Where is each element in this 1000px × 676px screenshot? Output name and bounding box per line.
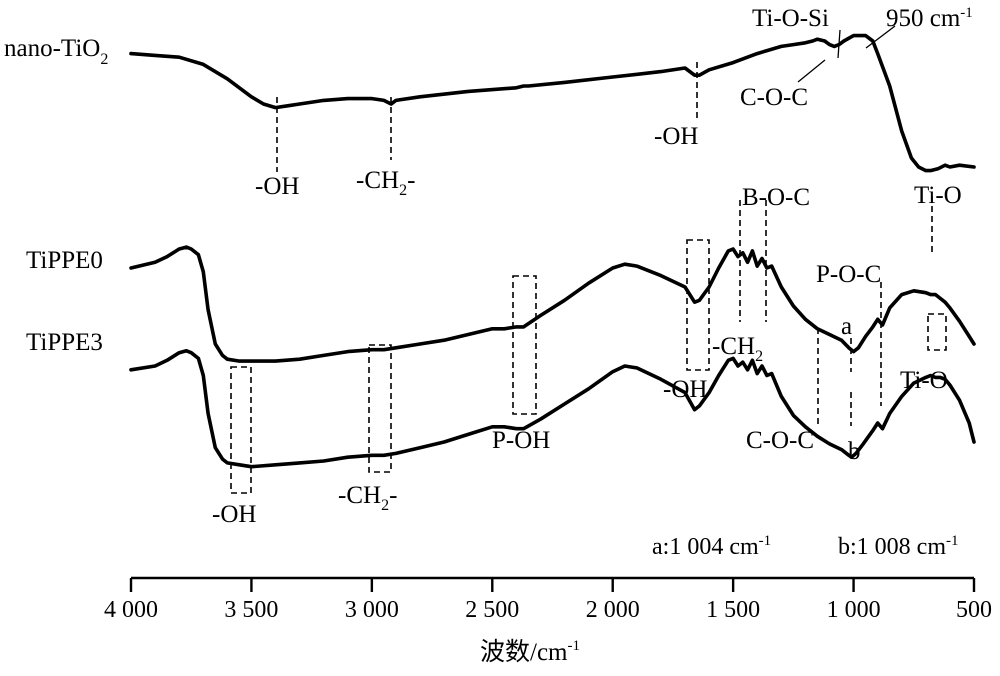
leader-coc-1 (797, 59, 826, 83)
label-oh-4: -OH (212, 501, 256, 528)
note-a: a:1 004 cm-1 (652, 533, 771, 560)
series-label-nano-tio2: nano-TiO2 (4, 35, 108, 68)
label-boc: B-O-C (742, 184, 810, 211)
x-axis: 4 000 3 500 3 000 2 500 2 000 1 500 1 000 500 波… (104, 576, 992, 666)
label-coc-1: C-O-C (740, 84, 808, 111)
leader-950 (865, 25, 896, 49)
x-tick-label: 500 (956, 597, 992, 623)
series-label-nano-tio2-main: nano-TiO (4, 35, 100, 62)
note-a-main: a:1 004 cm (652, 534, 759, 560)
label-poh: P-OH (492, 427, 550, 454)
x-axis-title-main: 波数 (480, 638, 530, 666)
label-ch2-3-end: - (389, 482, 397, 509)
box-poh (512, 275, 537, 415)
label-oh-2: -OH (654, 123, 698, 150)
label-oh-3: -OH (663, 376, 707, 403)
highlight-boxes (230, 239, 947, 494)
label-oh-1: -OH (255, 173, 299, 200)
box-oh-1640 (686, 239, 710, 371)
box-ch2-2950 (368, 344, 392, 473)
label-ch2-2-main: -CH (712, 333, 755, 360)
label-coc-2: C-O-C (746, 427, 814, 454)
label-a: a (841, 313, 852, 340)
x-ticks (129, 578, 976, 592)
label-tio-1: Ti-O (914, 182, 962, 209)
spectrum-nano-tio2 (129, 33, 976, 173)
note-b: b:1 008 cm-1 (838, 533, 959, 560)
x-axis-title-unit: /cm (530, 639, 568, 666)
label-ch2-2-sub: 2 (755, 348, 763, 365)
label-950-main: 950 cm (886, 5, 961, 32)
x-tick-labels: 4 000 3 500 3 000 2 500 2 000 1 500 1 000 500 (104, 597, 992, 623)
annotations: -OH -CH2- -OH Ti-O-Si C-O-C 950 cm-1 Ti-… (212, 5, 973, 560)
label-poc: P-O-C (816, 261, 881, 288)
label-ch2-1-sub: 2 (399, 182, 407, 199)
x-tick-label: 2 500 (465, 597, 519, 623)
x-axis-title: 波数/cm-1 (480, 638, 580, 666)
x-tick-label: 3 500 (224, 597, 278, 623)
series-label-nano-tio2-sub: 2 (100, 51, 108, 68)
label-950: 950 cm-1 (886, 5, 973, 32)
guide-lines (276, 25, 933, 426)
label-tiosi: Ti-O-Si (752, 5, 829, 32)
x-tick-label: 3 000 (345, 597, 399, 623)
label-ch2-3-sub: 2 (381, 497, 389, 514)
spectrum-tippe3 (129, 349, 976, 469)
label-ch2-2: -CH2 (712, 333, 763, 365)
x-tick-label: 1 000 (827, 597, 881, 623)
note-a-exp: -1 (759, 533, 772, 549)
x-tick-label: 4 000 (104, 597, 158, 623)
box-tio-650 (927, 313, 947, 351)
label-ch2-3: -CH2- (338, 482, 397, 514)
spectra (129, 33, 976, 469)
x-tick-label: 1 500 (706, 597, 760, 623)
x-tick-label: 2 000 (586, 597, 640, 623)
box-oh-3500 (230, 366, 252, 494)
label-b: b (848, 438, 861, 465)
label-ch2-1-end: - (407, 167, 415, 194)
leader-tiosi (837, 29, 841, 59)
note-b-main: b:1 008 cm (838, 534, 946, 560)
label-ch2-1: -CH2- (356, 167, 415, 199)
x-axis-title-exponent: -1 (568, 638, 581, 654)
series-label-tippe3: TiPPE3 (26, 329, 103, 356)
note-b-exp: -1 (946, 533, 959, 549)
label-ch2-1-main: -CH (356, 167, 399, 194)
label-ch2-3-main: -CH (338, 482, 381, 509)
label-tio-2: Ti-O (900, 367, 948, 394)
series-label-tippe0: TiPPE0 (26, 247, 103, 274)
label-950-exp: -1 (960, 5, 973, 21)
